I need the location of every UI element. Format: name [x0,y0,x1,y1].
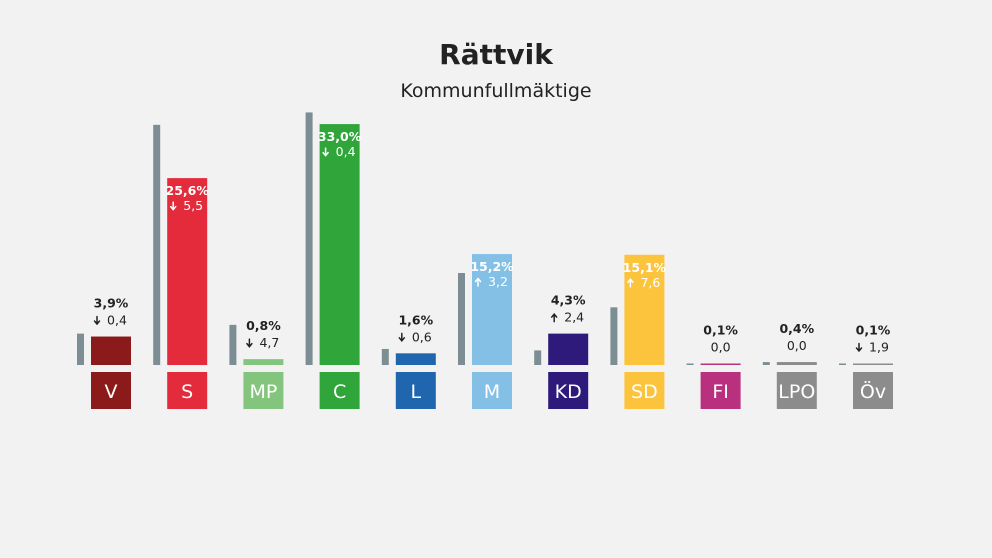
party-tile-m [472,372,512,409]
chart-title: Rättvik [439,38,553,71]
change-label-mp: 4,7 [259,335,279,350]
result-bar-sd [624,254,665,365]
change-label-kd: 2,4 [564,310,584,325]
previous-bar-l [381,348,389,365]
change-label-c: 0,4 [336,144,356,159]
result-bar-m [472,254,512,365]
change-label-fi: 0,0 [711,340,731,355]
previous-bar-sd [610,307,618,365]
change-label-öv: 1,9 [869,340,889,355]
percent-label-mp: 0,8% [246,318,281,333]
party-label-l: L [411,381,422,403]
change-arrow-m [474,277,482,287]
party-tile-sd [624,372,665,409]
result-bar-öv [853,363,893,365]
party-label-öv: Öv [860,380,886,403]
previous-bar-fi [686,363,694,365]
party-tile-fi [700,372,741,409]
party-label-lpo: LPO [778,381,815,403]
party-tile-s [167,372,208,409]
percent-label-fi: 0,1% [703,323,738,338]
change-arrow-mp [246,338,253,348]
result-bar-kd [548,333,589,365]
previous-bar-lpo [762,362,770,365]
change-label-m: 3,2 [488,274,508,289]
party-label-kd: KD [555,381,582,403]
change-arrow-öv [855,342,863,353]
party-label-sd: SD [631,381,658,403]
result-bar-l [395,353,436,365]
change-arrow-v [93,315,101,326]
percent-label-lpo: 0,4% [779,321,814,336]
party-label-mp: MP [249,381,277,403]
party-tile-mp [243,372,284,409]
result-bar-lpo [776,362,817,365]
previous-bar-c [305,112,313,365]
party-tile-c [319,372,360,409]
previous-bar-m [458,273,465,365]
change-label-sd: 7,6 [640,275,660,290]
party-tile-lpo [776,372,817,409]
result-bar-c [319,124,360,365]
percent-label-öv: 0,1% [856,323,891,338]
change-arrow-s [169,201,177,211]
result-bar-v [91,336,131,365]
change-label-v: 0,4 [107,313,127,328]
previous-bar-v [77,333,84,365]
percent-label-v: 3,9% [94,296,129,311]
percent-label-kd: 4,3% [551,293,586,308]
party-tile-l [395,372,436,409]
chart-subtitle: Kommunfullmäktige [400,80,592,102]
party-label-s: S [181,381,193,403]
party-label-fi: FI [712,381,729,403]
party-tile-öv [853,372,893,409]
change-arrow-l [398,332,406,342]
result-bar-mp [243,359,284,365]
party-label-m: M [484,381,500,403]
change-label-l: 0,6 [412,329,432,344]
change-label-s: 5,5 [183,198,203,213]
change-arrow-kd [550,312,558,323]
percent-label-c: 33,0% [318,129,362,144]
percent-label-sd: 15,1% [623,260,667,275]
party-tile-kd [548,372,589,409]
previous-bar-mp [229,324,237,365]
percent-label-l: 1,6% [398,312,433,327]
change-arrow-sd [627,278,634,288]
result-bar-fi [700,363,741,365]
percent-label-m: 15,2% [470,259,514,274]
previous-bar-kd [534,350,542,365]
party-label-c: C [333,381,346,403]
previous-bar-öv [839,363,846,365]
previous-bar-s [153,124,161,365]
change-arrow-c [322,147,329,157]
party-label-v: V [105,381,118,403]
percent-label-s: 25,6% [166,183,210,198]
party-tile-v [91,372,131,409]
change-label-lpo: 0,0 [787,338,807,353]
